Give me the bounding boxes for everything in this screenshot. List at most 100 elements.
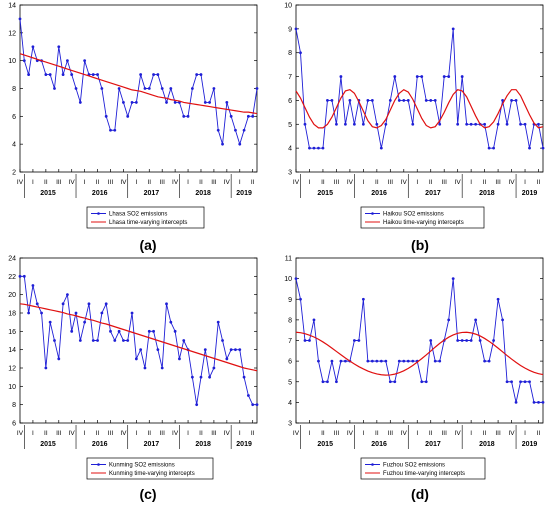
y-tick-label: 22 (8, 274, 16, 281)
x-quarter-label: I (362, 179, 364, 186)
emissions-point (519, 122, 522, 126)
emissions-point (203, 348, 207, 352)
legend-marker (371, 463, 374, 466)
emissions-point (420, 380, 424, 384)
x-quarter-label: IV (17, 430, 24, 437)
emissions-point (487, 146, 491, 150)
emissions-point (537, 400, 540, 404)
x-quarter-label: III (108, 179, 114, 186)
emissions-point (203, 101, 207, 104)
emissions-point (109, 329, 112, 333)
emissions-point (469, 339, 473, 342)
x-quarter-label: III (388, 430, 394, 437)
plot-frame (295, 257, 544, 424)
emissions-point (100, 311, 104, 315)
emissions-point (352, 339, 356, 342)
emissions-point (528, 146, 531, 150)
y-tick-label: 16 (8, 329, 16, 336)
emissions-point (370, 99, 374, 102)
x-year-label: 2018 (479, 190, 495, 197)
x-quarter-label: II (483, 430, 487, 437)
emissions-point (528, 380, 531, 384)
emissions-point (474, 122, 478, 126)
x-year-label: 2019 (236, 441, 252, 448)
emissions-point (465, 339, 469, 342)
x-year-label: 2016 (371, 441, 387, 448)
emissions-point (169, 87, 173, 90)
y-tick-label: 18 (8, 311, 16, 318)
emissions-point (299, 51, 302, 55)
emissions-series-line (295, 278, 543, 403)
emissions-point (130, 101, 134, 104)
legend: Fuzhou SO2 emissions Fuzhou time-varying … (360, 457, 486, 480)
emissions-point (91, 73, 95, 76)
emissions-point (208, 101, 212, 104)
emissions-series-line (20, 275, 257, 406)
emissions-point (321, 146, 325, 150)
emissions-point (406, 359, 410, 363)
x-quarter-label: I (362, 430, 364, 437)
x-quarter-label: IV (401, 179, 408, 186)
emissions-point (156, 348, 160, 352)
y-tick-label: 10 (284, 276, 292, 283)
emissions-point (330, 99, 334, 102)
emissions-point (238, 142, 242, 146)
legend-label: Haikou SO2 emissions (383, 212, 444, 218)
x-quarter-label: II (44, 430, 48, 437)
y-tick-label: 4 (288, 400, 292, 407)
panel-label: (c) (139, 486, 156, 502)
emissions-point (195, 403, 199, 407)
x-year-label: 2016 (92, 190, 108, 197)
emissions-point (451, 277, 455, 281)
x-quarter-label: IV (508, 430, 515, 437)
emissions-point (255, 87, 259, 90)
emissions-point (113, 339, 117, 342)
x-quarter-label: IV (224, 430, 231, 437)
y-tick-label: 10 (284, 3, 292, 10)
emissions-point (357, 339, 361, 342)
emissions-point (456, 122, 460, 126)
x-quarter-label: III (211, 430, 217, 437)
emissions-point (238, 348, 242, 352)
x-quarter-label: II (44, 179, 48, 186)
emissions-point (225, 101, 229, 104)
emissions-point (537, 122, 540, 126)
y-tick-label: 6 (288, 359, 292, 366)
emissions-point (22, 59, 26, 63)
emissions-point (447, 75, 451, 78)
emissions-point (303, 339, 307, 342)
emissions-point (406, 99, 410, 102)
emissions-point (152, 73, 155, 76)
emissions-point (429, 339, 433, 342)
emissions-point (91, 339, 95, 342)
emissions-point (165, 101, 168, 104)
emissions-point (18, 274, 22, 278)
x-year-label: 2019 (522, 441, 538, 448)
x-quarter-label: III (334, 179, 340, 186)
emissions-point (460, 75, 464, 78)
x-quarter-label: I (416, 430, 418, 437)
x-year-label: 2017 (425, 190, 441, 197)
legend-marker (97, 463, 100, 466)
y-tick-label: 7 (288, 338, 292, 345)
emissions-point (255, 403, 259, 407)
emissions-point (113, 128, 117, 132)
emissions-point (326, 99, 329, 102)
emissions-point (308, 339, 311, 342)
x-quarter-label: IV (172, 179, 179, 186)
emissions-point (384, 359, 388, 363)
emissions-point (61, 73, 65, 76)
legend-box (86, 206, 205, 229)
emissions-point (44, 73, 48, 76)
plot-frame (19, 257, 258, 424)
emissions-point (397, 359, 401, 363)
emissions-point (335, 380, 338, 384)
emissions-point (199, 375, 203, 379)
emissions-point (126, 114, 130, 118)
x-quarter-label: IV (120, 430, 127, 437)
emissions-point (397, 99, 401, 102)
emissions-point (388, 99, 392, 102)
panel-label: (d) (411, 486, 429, 502)
y-tick-label: 9 (288, 297, 292, 304)
